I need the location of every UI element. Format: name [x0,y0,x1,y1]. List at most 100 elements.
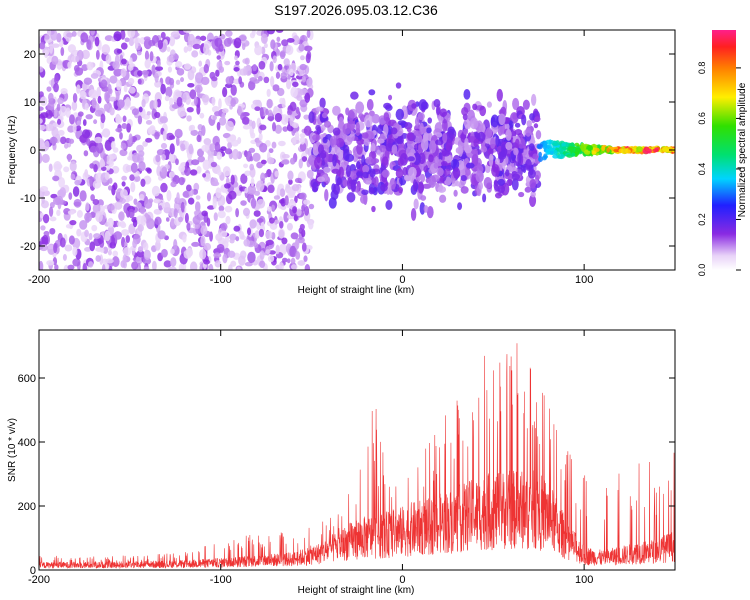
heatmap-cell [252,99,261,105]
heatmap-cell [530,191,536,198]
heatmap-cell [60,47,65,57]
heatmap-cell [517,151,522,165]
heatmap-cell [132,239,137,249]
y-tick-label: -20 [20,241,36,253]
heatmap-cell [497,145,503,152]
heatmap-cell [291,183,300,192]
heatmap-cell [494,157,500,165]
heatmap-cell [209,143,215,153]
heatmap-cell [63,264,69,270]
heatmap-cell [428,140,437,154]
heatmap-cell [346,192,356,203]
heatmap-cell [101,263,106,270]
heatmap-cell [52,175,60,182]
heatmap-cell [196,148,204,157]
heatmap-cell [271,141,277,149]
heatmap-cell [211,96,216,106]
heatmap-cell [164,95,170,102]
heatmap-cell [437,186,447,193]
heatmap-cell [280,72,287,80]
heatmap-cell [472,103,478,111]
heatmap-cell [538,156,543,163]
heatmap-cell [173,239,178,251]
heatmap-cell [213,212,218,222]
heatmap-cell [250,132,256,139]
heatmap-cell [66,32,74,38]
heatmap-cell [222,86,228,98]
heatmap-cell [253,242,259,249]
heatmap-cell [81,49,90,60]
heatmap-cell [312,181,319,192]
snr-panel: -200 -100 0 100 0 200 400 600 Height of straigh… [7,329,676,596]
heatmap-cell [450,158,460,170]
heatmap-cell [88,261,94,268]
colorbar-gradient [712,30,736,270]
x-tick-label: 0 [399,574,405,586]
x-tick-label: 0 [399,274,405,286]
heatmap-cell [329,135,337,148]
heatmap-cell [203,63,209,74]
heatmap-cell [69,161,77,172]
heatmap-cell [272,121,277,132]
heatmap-cell [235,236,240,242]
heatmap-cell [274,112,283,123]
heatmap-cell [281,237,288,245]
heatmap-cell [258,228,265,238]
heatmap-cell [250,177,255,187]
heatmap-cell [298,43,305,52]
heatmap-cell [145,137,153,143]
heatmap-cell [225,120,235,132]
heatmap-cell [131,261,139,270]
heatmap-cell [420,195,427,201]
heatmap-cell [487,147,494,156]
heatmap-cell [72,123,77,134]
heatmap-cell [529,194,537,207]
heatmap-cell [124,37,130,43]
x-tick-label: -100 [210,274,232,286]
heatmap-cell [153,99,158,110]
heatmap-cell [240,173,248,185]
heatmap-cell [175,135,180,147]
heatmap-cell [345,107,350,116]
heatmap-cell [276,87,285,97]
heatmap-cell [444,169,451,177]
heatmap-cell [514,138,520,149]
heatmap-cell [201,144,210,152]
heatmap-cell [332,153,337,167]
heatmap-cell [460,175,467,182]
heatmap-cell [59,187,67,198]
heatmap-cell [514,122,521,128]
heatmap-cell [289,101,297,112]
heatmap-cell [542,143,548,150]
heatmap-cell [182,93,187,103]
heatmap-cell [355,161,361,170]
heatmap-cell [530,93,537,106]
heatmap-cell [117,221,122,227]
heatmap-cell [187,197,195,205]
heatmap-cell [290,86,298,98]
heatmap-cell [143,266,150,270]
heatmap-cell [146,168,152,174]
heatmap-cell [189,261,198,270]
heatmap-cell [122,115,127,123]
heatmap-cell [225,76,233,85]
heatmap-cell [270,75,275,87]
heatmap-cell [580,144,585,150]
heatmap-cell [48,163,53,173]
heatmap-cell [332,105,341,116]
heatmap-cell [154,80,162,88]
heatmap-cell [399,152,409,166]
heatmap-cell [545,148,551,155]
heatmap-cell [280,159,290,165]
heatmap-cell [154,131,160,140]
heatmap-cell [184,63,192,70]
heatmap-cell [156,60,161,67]
heatmap-cell [189,89,197,100]
heatmap-cell [107,250,112,256]
heatmap-cell [292,206,298,214]
heatmap-cell [368,89,376,96]
heatmap-cell [128,86,136,94]
heatmap-cell [167,66,173,73]
